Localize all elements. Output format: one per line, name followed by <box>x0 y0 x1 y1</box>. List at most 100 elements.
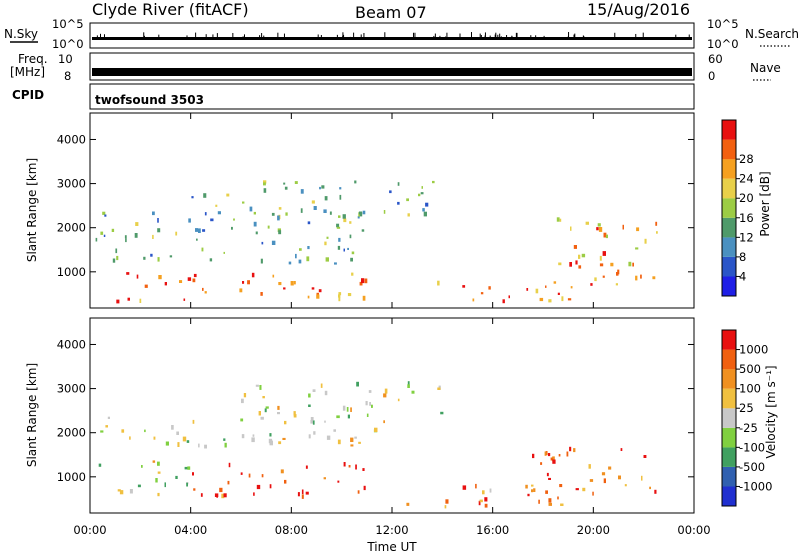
echo-cell <box>350 407 352 412</box>
echo-cell <box>293 281 296 285</box>
x-tick-label: 20:00 <box>577 523 610 537</box>
echo-cell <box>233 218 235 221</box>
echo-cell <box>129 489 133 494</box>
echo-cell <box>339 187 342 190</box>
nsky-trace <box>92 32 692 40</box>
echo-cell <box>311 200 315 204</box>
echo-cell <box>656 231 658 234</box>
echo-cell <box>198 443 200 448</box>
echo-cell <box>262 396 265 399</box>
echo-cell <box>343 248 345 252</box>
echo-cell <box>121 429 125 433</box>
echo-cell <box>355 464 357 470</box>
colorbar-swatch <box>722 237 736 257</box>
echo-cell <box>389 190 392 194</box>
echo-cell <box>277 215 280 221</box>
echo-cell <box>240 472 243 475</box>
echo-cell <box>278 282 282 286</box>
echo-cell <box>362 210 366 215</box>
velocity-plot-area <box>90 318 694 513</box>
echo-cell <box>336 226 341 229</box>
echo-cell <box>271 240 276 245</box>
echo-cell <box>462 285 466 288</box>
echo-cell <box>566 451 569 457</box>
echo-cell <box>269 440 273 446</box>
echo-cell <box>348 465 351 468</box>
echo-cell <box>570 226 572 231</box>
velocity-colorbar: 1000 500 100 25 -25 -100 -500 -1000 <box>721 329 772 507</box>
echo-cell <box>337 439 341 445</box>
echo-cell <box>316 292 319 296</box>
colorbar-swatch <box>722 349 736 370</box>
freq-trace-band <box>92 68 692 76</box>
echo-cell <box>119 490 124 495</box>
colorbar-tick-label: -1000 <box>739 479 772 493</box>
echo-cell <box>533 488 536 492</box>
echo-cell <box>312 420 315 425</box>
echo-cell <box>116 255 119 261</box>
echo-cell <box>293 411 296 416</box>
echo-cell <box>209 258 213 262</box>
freq-label-1: Freq. <box>18 52 48 66</box>
echo-cell <box>556 217 560 222</box>
echo-cell <box>243 393 247 398</box>
echo-cell <box>221 493 225 499</box>
echo-cell <box>255 384 259 387</box>
echo-cell <box>182 436 187 442</box>
echo-cell <box>368 390 372 393</box>
echo-cell <box>358 441 361 444</box>
nsky-tick-top: 10^5 <box>52 17 84 31</box>
echo-cell <box>195 228 198 232</box>
power-axes: 1000 2000 3000 4000 <box>57 113 695 308</box>
x-tick-label: 00:00 <box>677 523 710 537</box>
echo-cell <box>525 484 528 489</box>
x-tick-label: 16:00 <box>476 523 509 537</box>
echo-cell <box>561 296 564 302</box>
echo-cell <box>585 221 589 225</box>
echo-cell <box>573 448 576 453</box>
velocity-ylabel: Slant Range [km] <box>25 363 39 467</box>
echo-cell <box>324 390 328 396</box>
echo-cell <box>263 182 266 186</box>
echo-cell <box>622 224 624 230</box>
echo-cell <box>343 462 346 467</box>
echo-cell <box>363 485 366 491</box>
echo-cell <box>342 214 346 219</box>
freq-tick-bottom: 8 <box>64 69 71 83</box>
echo-cell <box>249 206 253 212</box>
echo-cell <box>602 251 606 256</box>
echo-cell <box>324 241 327 246</box>
echo-cell <box>258 411 261 416</box>
echo-cell <box>300 189 304 194</box>
echo-cell <box>164 482 166 488</box>
echo-cell <box>383 393 387 398</box>
echo-cell <box>553 281 557 284</box>
echo-cell <box>552 459 556 464</box>
echo-cell <box>548 477 551 480</box>
echo-cell <box>157 461 160 466</box>
echo-cell <box>143 256 146 260</box>
echo-cell <box>210 218 214 222</box>
echo-cell <box>617 269 620 275</box>
colorbar-frame <box>721 329 737 507</box>
echo-cell <box>285 212 288 216</box>
echo-cell <box>559 218 562 222</box>
echo-cell <box>334 262 337 265</box>
echo-cell <box>129 436 131 440</box>
echo-cell <box>350 257 353 262</box>
echo-cell <box>175 475 178 479</box>
echo-cell <box>155 478 158 483</box>
freq-label-2: [MHz] <box>10 65 45 79</box>
echo-cell <box>253 211 256 215</box>
echo-cell <box>217 211 221 215</box>
nsearch-tick-top: 10^5 <box>707 17 739 31</box>
echo-cell <box>323 209 327 213</box>
echo-cell <box>366 413 369 417</box>
colorbar-swatch <box>722 217 736 238</box>
echo-cell <box>192 472 194 476</box>
colorbar-swatch <box>722 466 736 487</box>
echo-cell <box>407 381 410 385</box>
y-tick-label: 4000 <box>57 132 86 146</box>
freq-strip-frame <box>89 52 695 81</box>
echo-cell <box>150 253 153 257</box>
